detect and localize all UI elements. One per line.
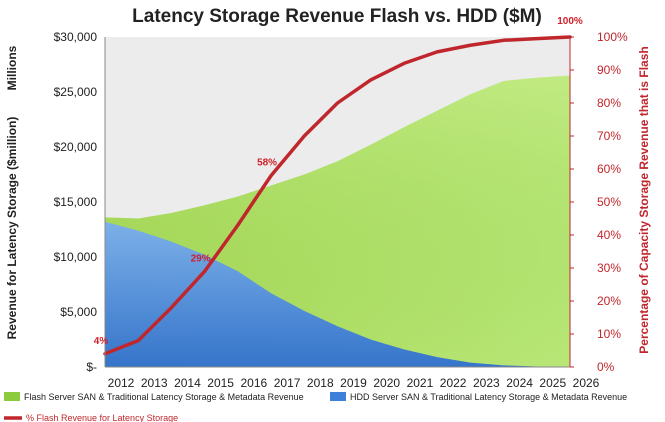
y2-axis-title: Percentage of Capacity Storage Revenue t… (637, 46, 651, 353)
y2-tick-label: 30% (597, 261, 621, 275)
data-label: 29% (191, 253, 211, 264)
data-label: 58% (257, 158, 277, 169)
plot-area (103, 35, 572, 368)
y-tick-label: $30,000 (54, 30, 98, 44)
data-label: 4% (94, 336, 109, 347)
y-tick-label: $10,000 (54, 250, 98, 264)
x-tick-label: 2024 (506, 376, 533, 390)
y-axis-title: Revenue for Latency Storage ($million) (5, 117, 19, 340)
y2-tick-label: 10% (597, 327, 621, 341)
y2-tick-label: 50% (597, 195, 621, 209)
y2-tick-label: 60% (597, 162, 621, 176)
y2-axis: 0% 10% 20% 30% 40% 50% 60% 70% 80% 90% 100% (570, 30, 628, 374)
x-tick-label: 2015 (207, 376, 234, 390)
x-axis: 2012 2013 2014 2015 2016 2017 2018 2019 2020 2021… (108, 376, 600, 390)
y2-tick-label: 80% (597, 96, 621, 110)
x-tick-label: 2013 (141, 376, 168, 390)
legend: Flash Server SAN & Traditional Latency S… (4, 392, 627, 422)
x-tick-label: 2026 (573, 376, 600, 390)
data-label: 100% (557, 16, 583, 27)
y2-tick-label: 90% (597, 63, 621, 77)
x-tick-label: 2023 (473, 376, 500, 390)
x-tick-label: 2012 (108, 376, 135, 390)
legend-label-percent: % Flash Revenue for Latency Storage (26, 413, 178, 422)
y-tick-label: $- (86, 360, 97, 374)
legend-label-flash: Flash Server SAN & Traditional Latency S… (24, 392, 304, 402)
legend-label-hdd: HDD Server SAN & Traditional Latency Sto… (350, 392, 627, 402)
x-tick-label: 2017 (274, 376, 301, 390)
x-tick-label: 2025 (539, 376, 566, 390)
y-tick-label: $5,000 (60, 305, 97, 319)
x-tick-label: 2014 (174, 376, 201, 390)
hdd-revenue-area (105, 221, 570, 367)
y-tick-label: $15,000 (54, 195, 98, 209)
legend-swatch-flash (4, 392, 20, 401)
x-tick-label: 2019 (340, 376, 367, 390)
chart-title: Latency Storage Revenue Flash vs. HDD ($… (132, 6, 542, 27)
y2-tick-label: 40% (597, 228, 621, 242)
legend-swatch-hdd (330, 392, 346, 401)
x-tick-label: 2020 (373, 376, 400, 390)
x-tick-label: 2021 (407, 376, 434, 390)
y-tick-label: $25,000 (54, 85, 98, 99)
y-axis: $- $5,000 $10,000 $15,000 $20,000 $25,000 $30,… (54, 30, 98, 374)
y2-tick-label: 100% (597, 30, 628, 44)
units-label: Millions (5, 45, 19, 90)
flash-percentage-line (103, 35, 572, 356)
x-tick-label: 2022 (440, 376, 467, 390)
annotations: 4% 29% 58% 100% (94, 16, 583, 347)
x-tick-label: 2016 (241, 376, 268, 390)
x-tick-label: 2018 (307, 376, 334, 390)
y2-tick-label: 20% (597, 294, 621, 308)
y-tick-label: $20,000 (54, 140, 98, 154)
y2-tick-label: 70% (597, 129, 621, 143)
y2-tick-label: 0% (597, 360, 615, 374)
